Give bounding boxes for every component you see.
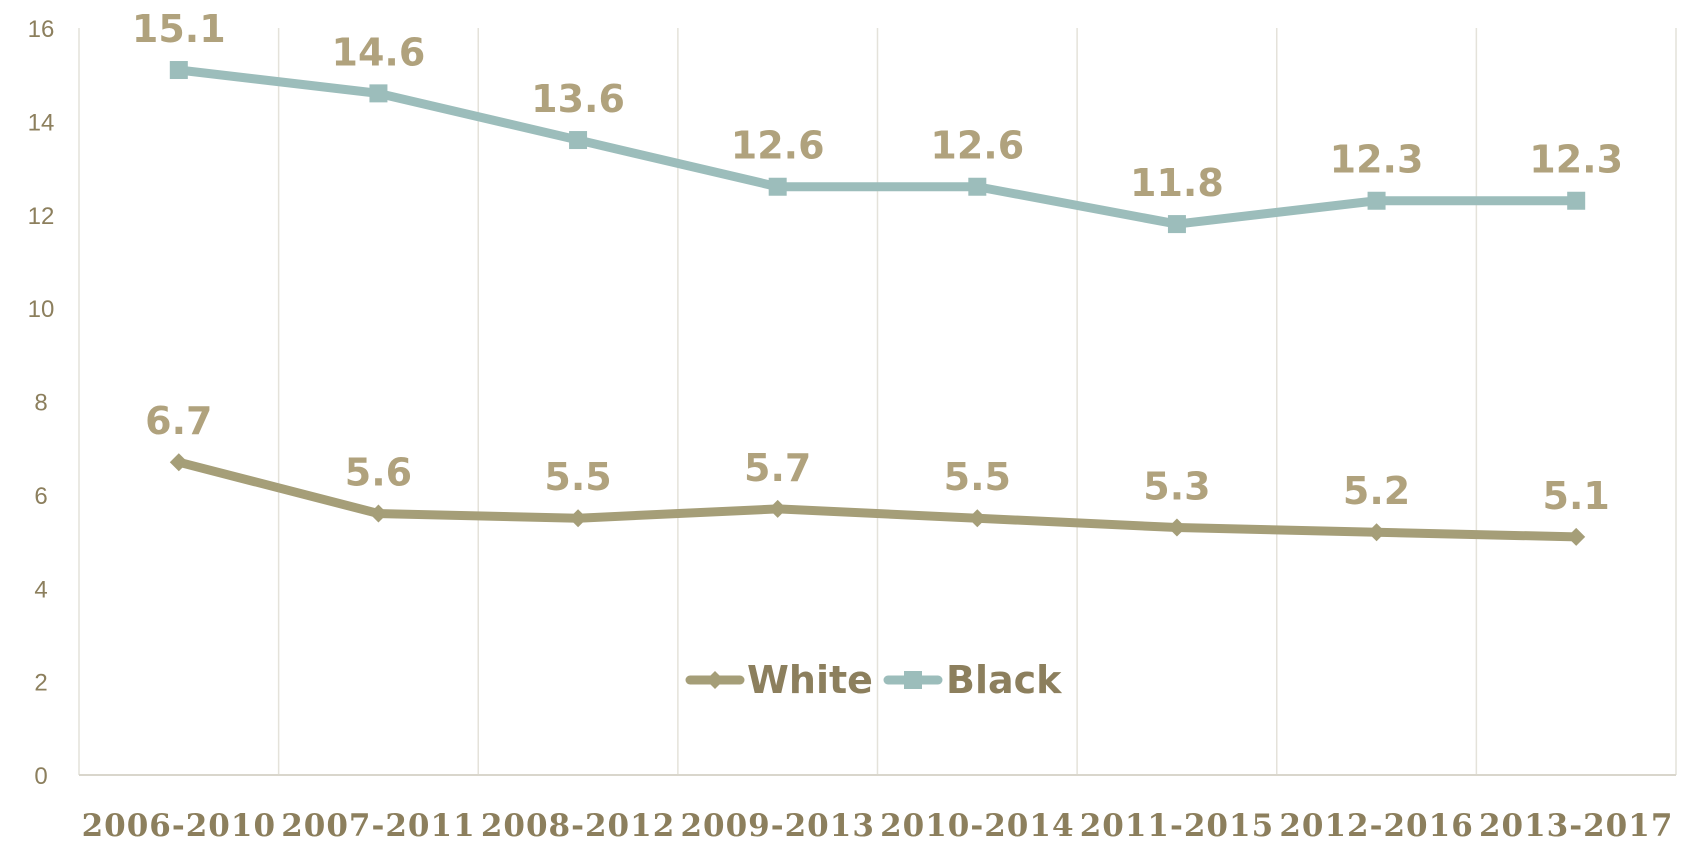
data-point-marker (1567, 191, 1586, 210)
data-point-marker (968, 509, 987, 528)
series-line-white (174, 457, 1581, 542)
data-label: 5.5 (544, 455, 611, 499)
y-tick-label: 16 (28, 16, 55, 43)
y-tick-label: 10 (28, 296, 55, 323)
legend-marker (706, 671, 724, 689)
data-label: 5.5 (944, 455, 1011, 499)
data-point-marker (1167, 518, 1186, 537)
y-tick-label: 6 (34, 483, 47, 510)
data-point-marker (369, 504, 388, 523)
data-point-marker (169, 61, 188, 80)
x-tick-label: 2013-2017 (1479, 808, 1673, 843)
data-label: 12.3 (1330, 138, 1424, 182)
data-point-marker (768, 177, 787, 196)
series-line-black (174, 65, 1581, 229)
data-point-marker (1367, 191, 1386, 210)
x-tick-label: 2012-2016 (1279, 808, 1473, 843)
x-tick-label: 2007-2011 (281, 808, 475, 843)
y-tick-label: 4 (34, 576, 47, 603)
data-label: 5.6 (345, 451, 412, 495)
legend-label: Black (946, 658, 1062, 702)
data-label: 5.2 (1343, 469, 1410, 513)
data-label: 12.6 (930, 124, 1024, 168)
data-label: 14.6 (332, 30, 426, 74)
data-point-marker (1367, 523, 1386, 542)
data-label: 11.8 (1130, 161, 1224, 205)
data-label: 12.6 (731, 124, 825, 168)
y-tick-label: 12 (28, 203, 55, 230)
x-tick-label: 2009-2013 (680, 808, 874, 843)
data-label: 5.7 (744, 446, 811, 490)
x-tick-label: 2006-2010 (82, 808, 276, 843)
data-label: 6.7 (145, 399, 212, 443)
x-tick-label: 2008-2012 (481, 808, 675, 843)
data-point-marker (968, 177, 987, 196)
y-tick-label: 2 (34, 670, 47, 697)
data-point-marker (369, 84, 388, 103)
x-tick-label: 2010-2014 (880, 808, 1074, 843)
data-label: 5.1 (1543, 474, 1610, 518)
data-point-marker (1567, 527, 1586, 546)
legend-marker (904, 671, 922, 689)
legend-label: White (747, 658, 873, 702)
x-tick-label: 2011-2015 (1080, 808, 1274, 843)
data-point-marker (169, 453, 188, 472)
data-label: 5.3 (1143, 465, 1210, 509)
y-tick-label: 0 (34, 763, 47, 790)
data-point-marker (569, 509, 588, 528)
data-label: 13.6 (531, 77, 625, 121)
data-point-marker (768, 499, 787, 518)
data-label: 12.3 (1529, 138, 1623, 182)
y-tick-label: 14 (28, 109, 55, 136)
data-point-marker (1167, 215, 1186, 234)
data-point-marker (569, 131, 588, 150)
y-tick-label: 8 (34, 390, 47, 417)
data-label: 15.1 (132, 7, 226, 51)
